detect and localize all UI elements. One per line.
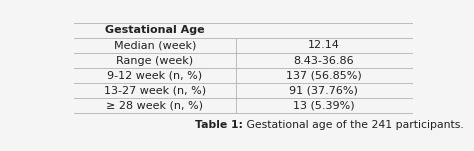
- Text: Range (week): Range (week): [116, 56, 193, 66]
- Text: 13 (5.39%): 13 (5.39%): [293, 101, 355, 111]
- Text: 8.43-36.86: 8.43-36.86: [293, 56, 354, 66]
- Text: 91 (37.76%): 91 (37.76%): [289, 86, 358, 96]
- Text: Gestational Age: Gestational Age: [105, 25, 205, 35]
- Text: 12.14: 12.14: [308, 40, 340, 50]
- Text: 9-12 week (n, %): 9-12 week (n, %): [107, 71, 202, 81]
- Text: ≥ 28 week (n, %): ≥ 28 week (n, %): [106, 101, 203, 111]
- Text: Table 1:: Table 1:: [195, 120, 243, 130]
- Text: Median (week): Median (week): [114, 40, 196, 50]
- Text: 137 (56.85%): 137 (56.85%): [286, 71, 362, 81]
- Text: Gestational age of the 241 participants.: Gestational age of the 241 participants.: [243, 120, 464, 130]
- Text: 13-27 week (n, %): 13-27 week (n, %): [104, 86, 206, 96]
